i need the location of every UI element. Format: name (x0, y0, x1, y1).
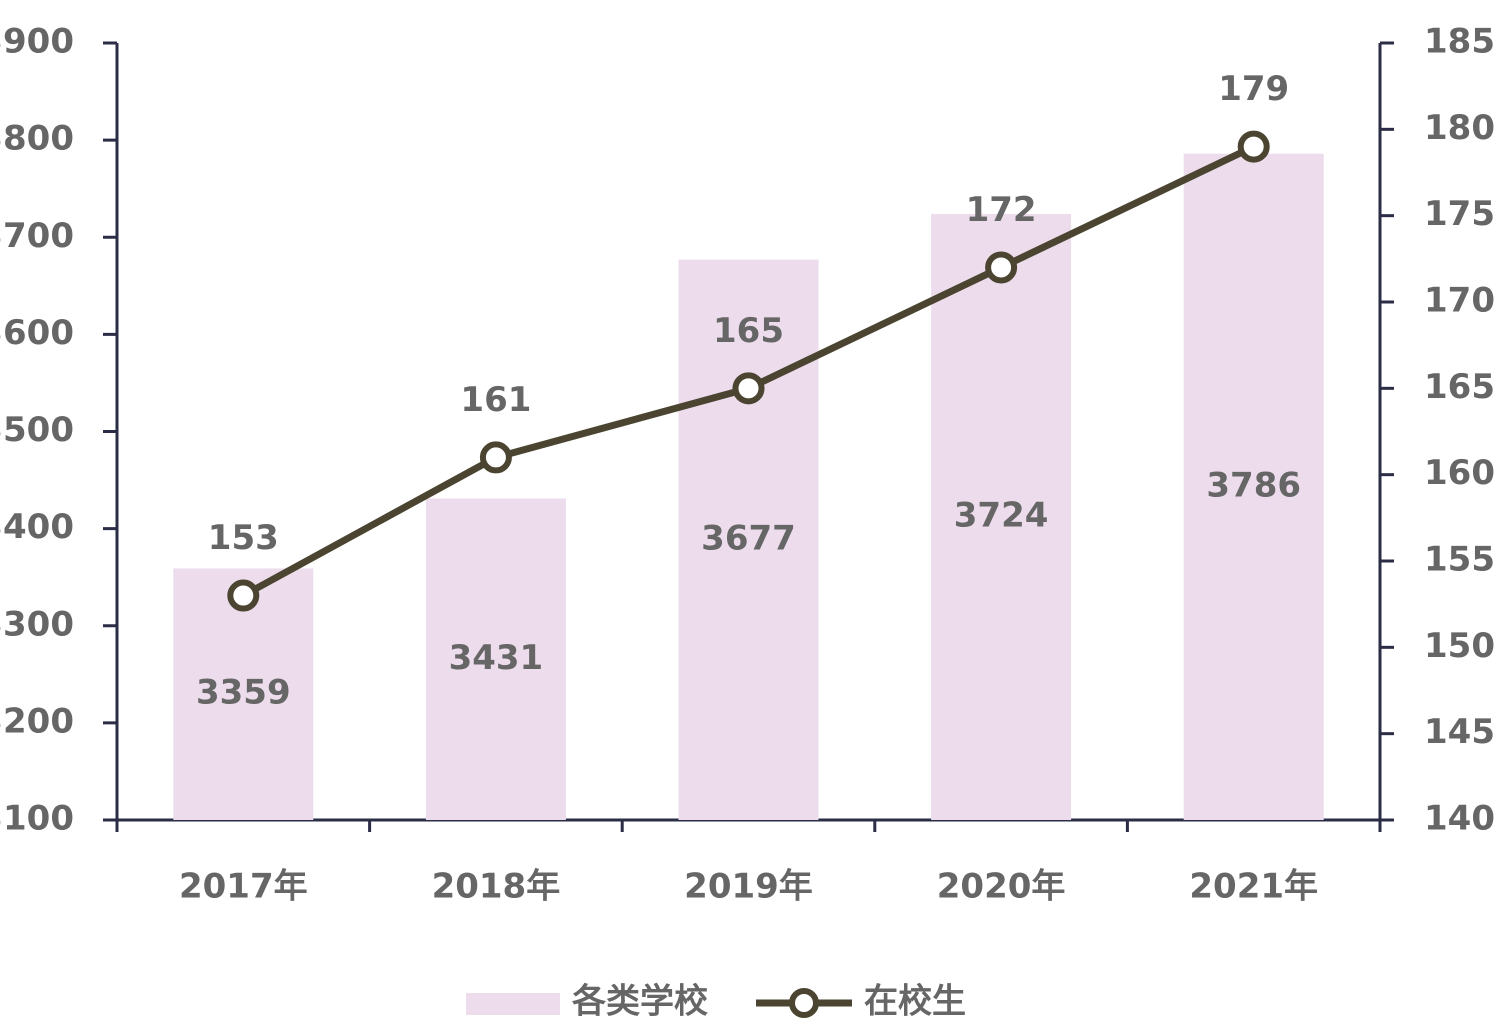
y-tick-label: 3800 (0, 119, 74, 159)
line-value-label: 179 (1218, 69, 1289, 109)
line-value-label: 172 (966, 190, 1037, 230)
y2-tick-label: 145 (1424, 712, 1495, 752)
line-marker (1237, 130, 1270, 163)
x-tick-label: 2017年 (179, 867, 308, 907)
x-tick-label: 2020年 (937, 867, 1066, 907)
legend-swatch (466, 993, 560, 1015)
y2-tick-label: 165 (1424, 367, 1495, 407)
bar-value-label: 3786 (1206, 465, 1301, 505)
y-tick-label: 3200 (0, 701, 74, 741)
bar (678, 259, 819, 820)
x-tick-label: 2021年 (1189, 867, 1318, 907)
line-value-label: 153 (208, 518, 279, 558)
line-marker (732, 372, 765, 405)
x-tick-label: 2019年 (684, 867, 813, 907)
bar-value-label: 3359 (196, 673, 291, 713)
y2-tick-label: 175 (1424, 194, 1495, 234)
line-marker (227, 579, 260, 612)
y2-tick-label: 160 (1424, 453, 1495, 493)
bar (931, 213, 1072, 820)
y-tick-label: 3300 (0, 604, 74, 644)
y-tick-label: 3700 (0, 216, 74, 256)
y-tick-label: 3100 (0, 799, 74, 839)
line-marker (479, 441, 512, 474)
bar-value-label: 3724 (954, 495, 1049, 535)
line-value-label: 165 (713, 311, 784, 351)
line-value-label: 161 (460, 380, 531, 420)
y2-tick-label: 150 (1424, 626, 1495, 666)
line-marker (985, 251, 1018, 284)
x-tick-label: 2018年 (432, 867, 561, 907)
y2-tick-label: 155 (1424, 540, 1495, 580)
y-tick-label: 3600 (0, 313, 74, 353)
y-tick-label: 3500 (0, 410, 74, 450)
y-tick-label: 3400 (0, 507, 74, 547)
y2-tick-label: 180 (1424, 108, 1495, 148)
bar (425, 498, 566, 820)
y2-tick-label: 185 (1424, 22, 1495, 62)
legend-label: 在校生 (864, 982, 966, 1022)
y-tick-label: 3900 (0, 22, 74, 62)
bar-value-label: 3677 (701, 518, 796, 558)
y2-tick-label: 170 (1424, 281, 1495, 321)
bar-value-label: 3431 (449, 638, 544, 678)
legend-marker (789, 988, 819, 1018)
y2-tick-label: 140 (1424, 799, 1495, 839)
legend-label: 各类学校 (572, 982, 708, 1022)
bar (1183, 153, 1324, 820)
